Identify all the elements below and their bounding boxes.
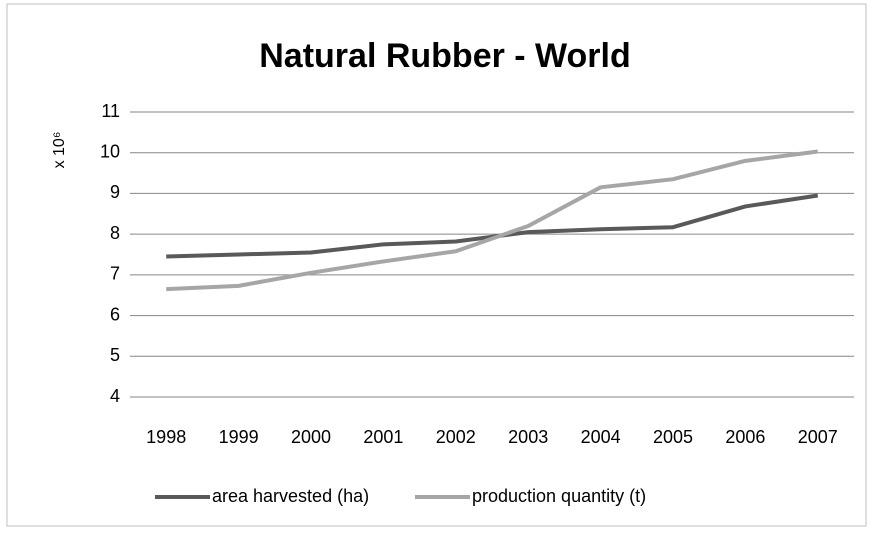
legend-label: area harvested (ha) xyxy=(212,486,369,506)
x-tick-label: 2006 xyxy=(725,427,765,447)
x-tick-label: 2004 xyxy=(581,427,621,447)
y-tick-label: 5 xyxy=(110,345,120,365)
y-tick-label: 8 xyxy=(110,223,120,243)
x-tick-label: 2002 xyxy=(436,427,476,447)
legend-label: production quantity (t) xyxy=(472,486,646,506)
y-tick-label: 11 xyxy=(101,101,120,121)
chart-border xyxy=(6,3,867,527)
x-tick-label: 2007 xyxy=(798,427,838,447)
chart-title: Natural Rubber - World xyxy=(259,37,631,75)
line-series xyxy=(166,149,819,292)
y-tick-label: 6 xyxy=(110,304,120,324)
y-tick-label: 7 xyxy=(110,264,120,284)
x-tick-label: 2003 xyxy=(508,427,548,447)
y-axis-label: x 10⁶ xyxy=(51,132,68,169)
x-tick-label: 2001 xyxy=(363,427,403,447)
x-tick-label: 2000 xyxy=(291,427,331,447)
y-tick-label: 10 xyxy=(100,141,120,161)
y-tick-label: 9 xyxy=(110,182,120,202)
x-tick-label: 1998 xyxy=(146,427,186,447)
x-tick-label: 1999 xyxy=(219,427,259,447)
y-tick-label: 4 xyxy=(110,386,120,406)
x-tick-label: 2005 xyxy=(653,427,693,447)
